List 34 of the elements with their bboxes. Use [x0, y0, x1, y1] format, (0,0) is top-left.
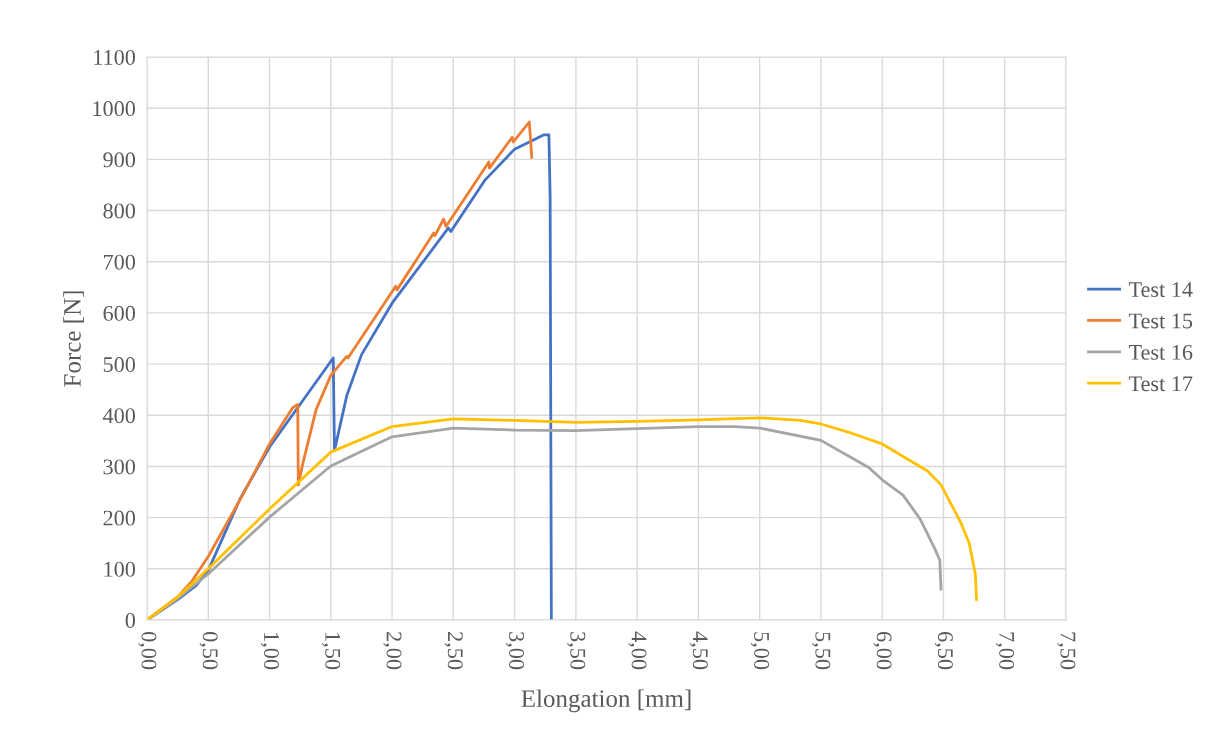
y-tick-label: 300	[103, 459, 136, 475]
x-tick-label: 4,00	[628, 631, 647, 670]
legend-label: Test 14	[1128, 282, 1193, 298]
y-axis-title: Force [N]	[63, 291, 84, 387]
y-tick-label: 800	[103, 203, 136, 219]
legend-label: Test 15	[1128, 313, 1193, 329]
x-tick-label: 4,50	[689, 631, 708, 670]
x-tick-label: 1,00	[260, 633, 279, 670]
x-tick-label: 7,50	[1057, 632, 1076, 670]
y-tick-label: 0	[125, 612, 136, 628]
y-tick-label: 200	[103, 510, 136, 526]
y-tick-label: 1000	[93, 101, 136, 117]
x-tick-label: 2,00	[383, 632, 402, 670]
y-tick-label: 100	[104, 561, 136, 577]
x-axis-title: Elongation [mm]	[521, 689, 691, 713]
x-tick-label: 3,00	[505, 632, 525, 670]
x-tick-label: 3,50	[567, 632, 586, 670]
y-tick-label: 1100	[94, 49, 136, 65]
x-tick-label: 0,00	[138, 631, 157, 670]
x-tick-label: 5,00	[750, 632, 770, 670]
x-tick-label: 6,50	[934, 632, 953, 670]
x-tick-label: 5,50	[812, 632, 831, 670]
x-tick-label: 2,50	[444, 632, 463, 670]
x-tick-label: 6,00	[873, 632, 892, 670]
x-tick-label: 1,50	[322, 633, 341, 670]
y-tick-label: 900	[103, 152, 136, 168]
y-tick-label: 600	[103, 305, 136, 321]
legend-label: Test 17	[1128, 376, 1193, 392]
y-tick-label: 700	[104, 254, 136, 270]
y-tick-label: 500	[103, 357, 136, 373]
y-tick-label: 400	[102, 408, 136, 424]
x-tick-label: 7,00	[995, 632, 1015, 670]
x-tick-label: 0,50	[199, 631, 218, 670]
legend-label: Test 16	[1128, 344, 1193, 360]
